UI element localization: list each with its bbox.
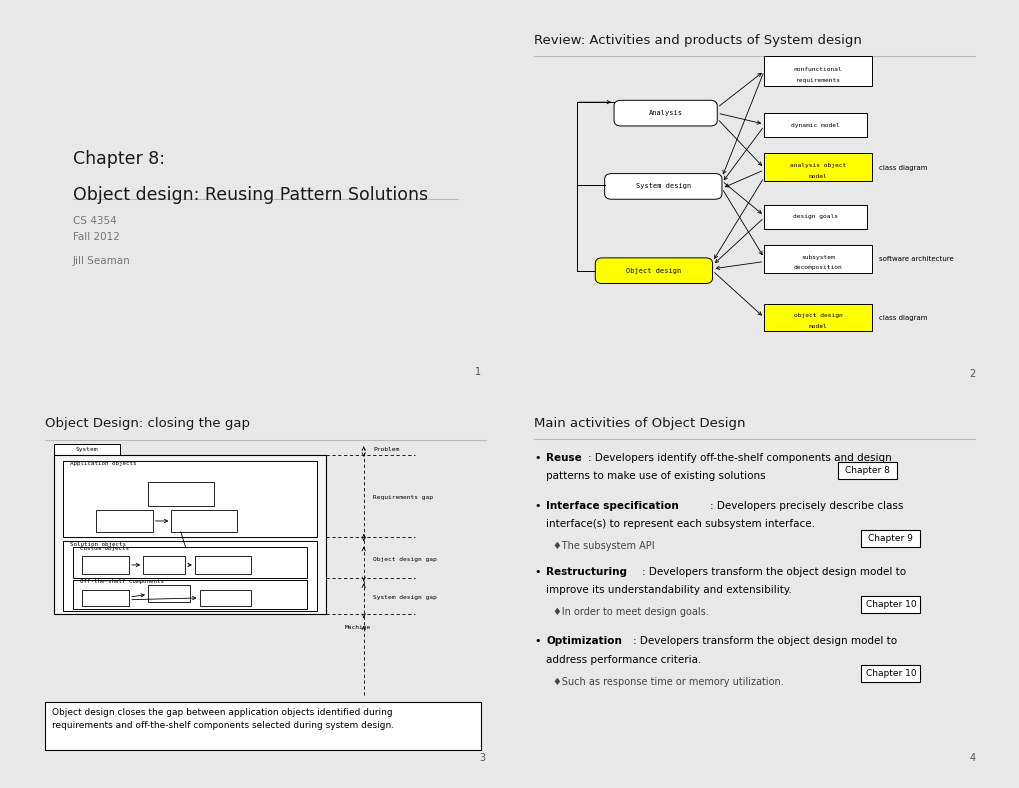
Text: decomposition: decomposition [793, 266, 842, 270]
Text: System design: System design [635, 184, 690, 189]
Text: ♦Such as response time or memory utilization.: ♦Such as response time or memory utiliza… [552, 677, 783, 686]
Text: Object Design: closing the gap: Object Design: closing the gap [45, 417, 250, 429]
Text: Reuse: Reuse [545, 453, 581, 463]
Text: 3: 3 [479, 753, 485, 763]
Text: Requirements gap: Requirements gap [373, 495, 433, 500]
Text: model: model [808, 173, 826, 179]
Text: subsystem: subsystem [801, 255, 835, 259]
Text: : Developers precisely describe class: : Developers precisely describe class [709, 501, 903, 511]
Bar [763, 245, 871, 273]
Text: CS 4354: CS 4354 [72, 216, 116, 225]
Text: Chapter 9: Chapter 9 [867, 533, 912, 543]
Text: Chapter 10: Chapter 10 [865, 669, 915, 678]
Bar [200, 590, 251, 606]
Text: •: • [534, 501, 540, 511]
Text: improve its understandability and extensibility.: improve its understandability and extens… [545, 585, 791, 595]
Bar [54, 455, 326, 615]
Text: nonfunctional: nonfunctional [793, 67, 842, 72]
Text: ♦The subsystem API: ♦The subsystem API [552, 541, 654, 551]
Text: patterns to make use of existing solutions: patterns to make use of existing solutio… [545, 471, 765, 481]
Text: address performance criteria.: address performance criteria. [545, 655, 701, 665]
Bar [143, 556, 185, 574]
Text: Application objects: Application objects [70, 461, 137, 466]
Text: object design: object design [793, 314, 842, 318]
Bar [763, 205, 866, 229]
Text: interface(s) to represent each subsystem interface.: interface(s) to represent each subsystem… [545, 519, 814, 529]
Bar [195, 556, 251, 574]
Text: Jill Seaman: Jill Seaman [72, 256, 130, 266]
Bar [763, 154, 871, 181]
Text: ♦In order to meet design goals.: ♦In order to meet design goals. [552, 607, 708, 617]
Text: Analysis: Analysis [648, 110, 682, 116]
Bar [83, 590, 129, 606]
Text: Restructuring: Restructuring [545, 567, 627, 577]
Text: software architecture: software architecture [878, 256, 953, 262]
Text: Optimization: Optimization [545, 637, 622, 646]
Text: System: System [75, 447, 98, 452]
Bar [63, 541, 317, 611]
Text: Chapter 8:: Chapter 8: [72, 150, 165, 168]
Bar [83, 556, 129, 574]
Text: class diagram: class diagram [878, 314, 926, 321]
FancyBboxPatch shape [604, 173, 721, 199]
Bar [63, 460, 317, 537]
Bar [72, 580, 307, 609]
Text: Object design: Reusing Pattern Solutions: Object design: Reusing Pattern Solutions [72, 187, 428, 204]
Bar [148, 585, 190, 601]
Text: •: • [534, 567, 540, 577]
Text: 4: 4 [968, 753, 974, 763]
Bar [54, 444, 119, 455]
Text: Custom objects: Custom objects [79, 546, 128, 551]
Text: : Developers transform the object design model to: : Developers transform the object design… [642, 567, 906, 577]
Text: Fall 2012: Fall 2012 [72, 232, 119, 242]
FancyBboxPatch shape [595, 258, 712, 284]
Text: Object design closes the gap between application objects identified during
requi: Object design closes the gap between app… [52, 708, 393, 730]
Bar [148, 482, 213, 507]
Text: Interface specification: Interface specification [545, 501, 678, 511]
Text: class diagram: class diagram [878, 165, 926, 171]
Text: Chapter 8: Chapter 8 [844, 466, 889, 475]
FancyBboxPatch shape [860, 665, 919, 682]
Bar [763, 113, 866, 137]
Bar [72, 547, 307, 578]
Text: 1: 1 [475, 367, 481, 377]
Text: : Developers transform the object design model to: : Developers transform the object design… [632, 637, 896, 646]
Text: •: • [534, 453, 540, 463]
Text: System design gap: System design gap [373, 596, 436, 600]
Text: analysis object: analysis object [790, 163, 846, 168]
Text: •: • [534, 637, 540, 646]
Text: Object design: Object design [626, 268, 681, 273]
Bar [763, 303, 871, 331]
Bar [45, 702, 481, 750]
Text: dynamic model: dynamic model [791, 123, 840, 128]
Text: Solution objects: Solution objects [70, 542, 126, 548]
Text: requirements: requirements [795, 78, 840, 83]
Text: Review: Activities and products of System design: Review: Activities and products of Syste… [534, 35, 861, 47]
Text: Problem: Problem [373, 447, 399, 452]
Text: Off-the-shelf components: Off-the-shelf components [79, 579, 164, 584]
FancyBboxPatch shape [837, 462, 896, 479]
Bar [96, 510, 153, 532]
Text: design goals: design goals [793, 214, 838, 219]
Text: : Developers identify off-the-shelf components and design: : Developers identify off-the-shelf comp… [588, 453, 891, 463]
FancyBboxPatch shape [860, 596, 919, 612]
Text: Object design gap: Object design gap [373, 557, 436, 562]
Bar [171, 510, 236, 532]
Text: Main activities of Object Design: Main activities of Object Design [534, 417, 745, 429]
Text: Machine: Machine [344, 625, 371, 630]
Text: Chapter 10: Chapter 10 [865, 600, 915, 608]
Text: 2: 2 [968, 369, 974, 379]
FancyBboxPatch shape [860, 530, 919, 547]
Text: model: model [808, 324, 826, 329]
FancyBboxPatch shape [613, 100, 716, 126]
Bar [763, 57, 871, 86]
